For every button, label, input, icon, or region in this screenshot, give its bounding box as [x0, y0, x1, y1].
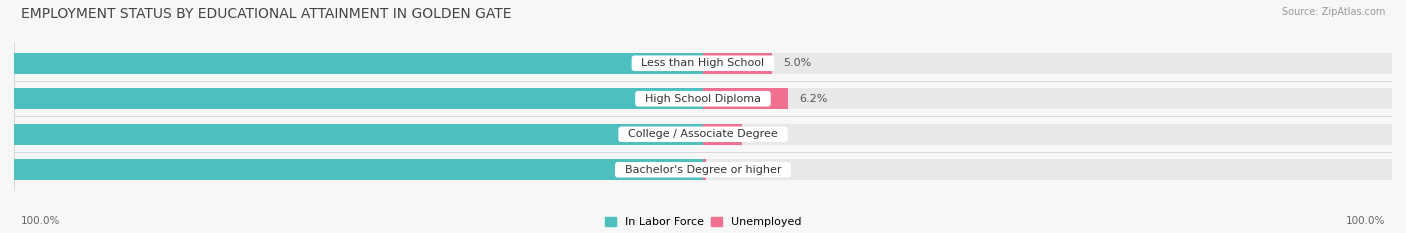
Text: 5.0%: 5.0%	[783, 58, 811, 68]
Text: 100.0%: 100.0%	[1346, 216, 1385, 226]
Bar	[703, 53, 772, 74]
Bar	[0, 124, 703, 144]
Legend: In Labor Force, Unemployed: In Labor Force, Unemployed	[605, 217, 801, 227]
Text: 0.2%: 0.2%	[717, 165, 745, 175]
Bar	[703, 89, 789, 109]
Bar	[703, 124, 741, 144]
Text: College / Associate Degree: College / Associate Degree	[621, 129, 785, 139]
Bar	[14, 53, 703, 74]
Bar	[703, 159, 706, 180]
Text: EMPLOYMENT STATUS BY EDUCATIONAL ATTAINMENT IN GOLDEN GATE: EMPLOYMENT STATUS BY EDUCATIONAL ATTAINM…	[21, 7, 512, 21]
Bar	[703, 89, 1392, 109]
Bar	[0, 89, 703, 109]
Bar	[703, 159, 1392, 180]
Bar	[0, 159, 703, 180]
Bar	[703, 53, 1392, 74]
Bar	[14, 89, 703, 109]
Text: Bachelor's Degree or higher: Bachelor's Degree or higher	[617, 165, 789, 175]
Text: Source: ZipAtlas.com: Source: ZipAtlas.com	[1281, 7, 1385, 17]
Text: 6.2%: 6.2%	[800, 94, 828, 104]
Bar	[703, 124, 1392, 144]
Bar	[14, 124, 703, 144]
Text: 100.0%: 100.0%	[21, 216, 60, 226]
Bar	[0, 53, 703, 74]
Text: High School Diploma: High School Diploma	[638, 94, 768, 104]
Text: Less than High School: Less than High School	[634, 58, 772, 68]
Bar	[14, 159, 703, 180]
Text: 2.8%: 2.8%	[752, 129, 782, 139]
